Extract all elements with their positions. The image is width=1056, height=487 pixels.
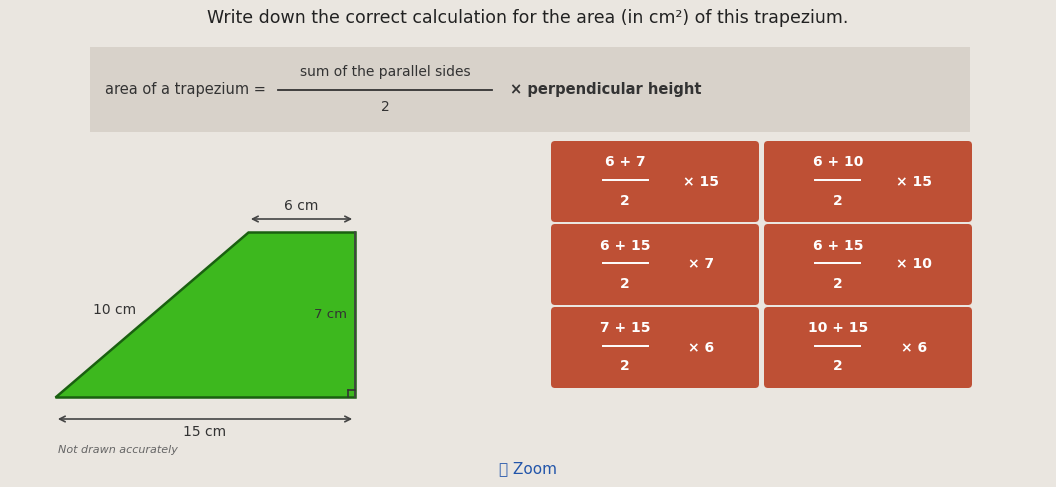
Text: 2: 2 [620,277,629,291]
Text: Not drawn accurately: Not drawn accurately [58,445,177,455]
Text: × perpendicular height: × perpendicular height [510,82,701,97]
FancyBboxPatch shape [763,307,972,388]
FancyBboxPatch shape [763,224,972,305]
FancyBboxPatch shape [90,47,970,132]
Polygon shape [55,232,355,397]
Text: Write down the correct calculation for the area (in cm²) of this trapezium.: Write down the correct calculation for t… [207,9,849,27]
Text: 2: 2 [620,359,629,374]
Text: × 7: × 7 [687,258,714,271]
Text: 2: 2 [833,359,843,374]
FancyBboxPatch shape [551,307,759,388]
Text: 6 + 15: 6 + 15 [600,239,650,252]
Text: area of a trapezium =: area of a trapezium = [105,82,266,97]
FancyBboxPatch shape [551,141,759,222]
Text: 2: 2 [833,277,843,291]
Text: 10 + 15: 10 + 15 [808,321,868,336]
Text: 6 cm: 6 cm [284,199,319,213]
Text: 6 + 7: 6 + 7 [605,155,645,169]
Text: × 15: × 15 [683,174,719,188]
Text: × 10: × 10 [897,258,932,271]
Text: 7 + 15: 7 + 15 [600,321,650,336]
Text: 10 cm: 10 cm [93,302,136,317]
Text: 7 cm: 7 cm [314,308,347,321]
Text: 2: 2 [833,193,843,207]
Text: 2: 2 [380,100,390,114]
Text: 🔍 Zoom: 🔍 Zoom [499,462,557,476]
Text: × 6: × 6 [901,340,927,355]
FancyBboxPatch shape [763,141,972,222]
Text: sum of the parallel sides: sum of the parallel sides [300,65,470,79]
Text: × 15: × 15 [895,174,932,188]
Text: 15 cm: 15 cm [184,425,227,439]
Text: 6 + 15: 6 + 15 [813,239,863,252]
Text: × 6: × 6 [687,340,714,355]
FancyBboxPatch shape [551,224,759,305]
Text: 2: 2 [620,193,629,207]
Text: 6 + 10: 6 + 10 [813,155,863,169]
